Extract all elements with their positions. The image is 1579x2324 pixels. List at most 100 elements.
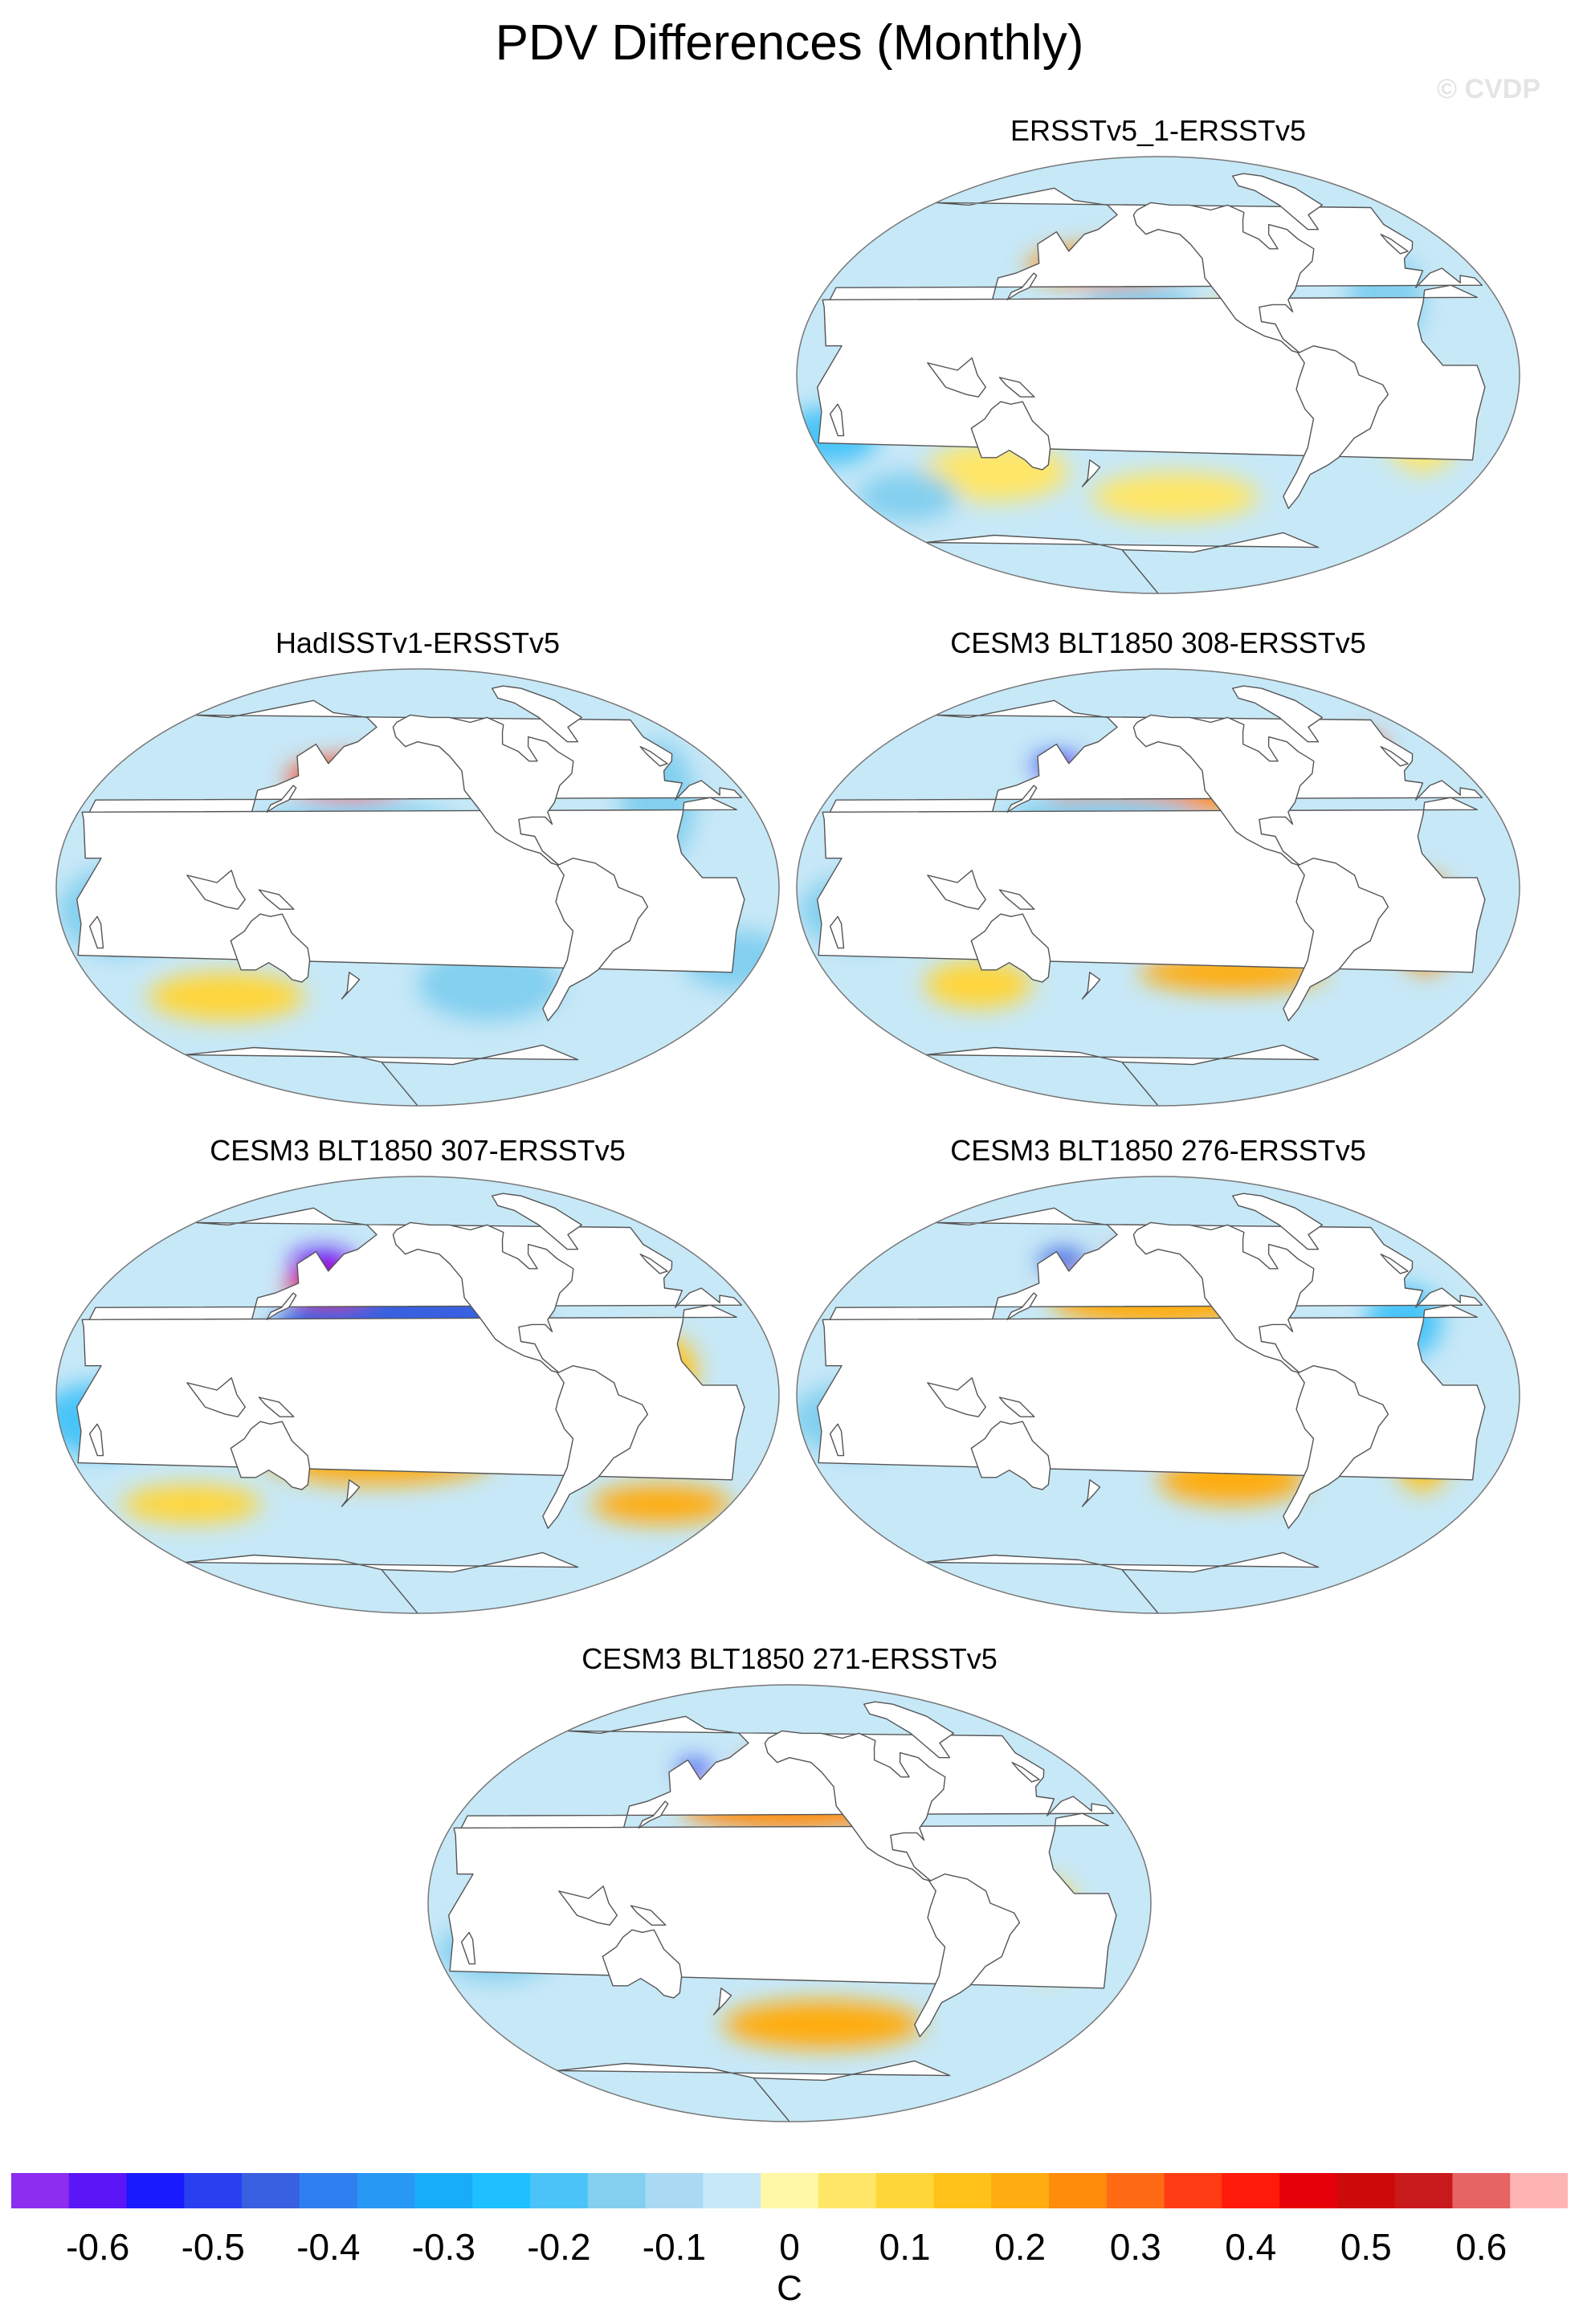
- land-south-america: [542, 858, 649, 1021]
- map-border: [55, 668, 780, 1107]
- colorbar-swatch: [1452, 2173, 1511, 2208]
- land-madagascar: [829, 915, 845, 949]
- panel-title: HadISSTv1-ERSSTv5: [275, 626, 561, 659]
- colorbar-swatch: [68, 2173, 128, 2208]
- land-north-america: [764, 1730, 946, 1882]
- land-greenland: [492, 685, 582, 743]
- panel-title: CESM3 BLT1850 307-ERSSTv5: [210, 1134, 626, 1167]
- colorbar-swatch: [1510, 2173, 1568, 2208]
- map-border: [796, 156, 1520, 594]
- cvdp-watermark: © CVDP: [1437, 74, 1540, 104]
- land-uk: [1011, 1762, 1040, 1783]
- colorbar-tick-label: -0.5: [182, 2226, 245, 2268]
- land-australia: [230, 1421, 311, 1490]
- colorbar-swatch: [472, 2173, 531, 2208]
- land-australia: [970, 1421, 1051, 1490]
- colorbar-tick-label: 0.5: [1340, 2226, 1392, 2268]
- colorbar-swatch: [299, 2173, 358, 2208]
- colorbar-swatch: [126, 2173, 185, 2208]
- world-map: [796, 156, 1520, 594]
- land-north-america: [1132, 202, 1315, 354]
- map-panel-ersstv5-1: ERSSTv5_1-ERSSTv5: [789, 114, 1528, 604]
- land-new-guinea: [998, 1396, 1035, 1417]
- land-greenland: [1232, 685, 1323, 743]
- world-map: [55, 668, 780, 1107]
- land-north-america: [1132, 714, 1315, 866]
- map-panel-cesm3-307: CESM3 BLT1850 307-ERSSTv5: [48, 1134, 787, 1624]
- land-new-zealand: [1081, 1479, 1101, 1507]
- land-new-zealand: [1081, 459, 1101, 487]
- panel-title: ERSSTv5_1-ERSSTv5: [1010, 114, 1307, 147]
- colorbar-swatch: [11, 2173, 70, 2208]
- land-greenland: [492, 1193, 582, 1250]
- world-map: [796, 1176, 1520, 1614]
- land-indonesia: [927, 870, 986, 910]
- land-indonesia: [927, 1377, 986, 1417]
- land-africa: [817, 1304, 1486, 1481]
- land-new-zealand: [712, 1988, 732, 2016]
- map-border: [796, 668, 1520, 1107]
- land-antarctica: [185, 1551, 579, 1613]
- colorbar-tick-label: 0.4: [1225, 2226, 1276, 2268]
- sst-anomaly-region: [857, 471, 958, 521]
- land-antarctica: [557, 2060, 951, 2122]
- land-new-guinea: [630, 1905, 667, 1926]
- colorbar-swatch: [991, 2173, 1050, 2208]
- colorbar-tick-label: 0.2: [994, 2226, 1046, 2268]
- map-border: [796, 1176, 1520, 1614]
- land-africa: [76, 797, 745, 973]
- land-north-america: [392, 1221, 574, 1374]
- colorbar-swatch: [1106, 2173, 1165, 2208]
- sst-anomaly-region: [722, 2000, 924, 2049]
- land-australia: [602, 1929, 683, 1999]
- figure-title: PDV Differences (Monthly): [495, 15, 1084, 71]
- colorbar-swatch: [587, 2173, 647, 2208]
- colorbar-swatch: [933, 2173, 992, 2208]
- colorbar-swatch: [703, 2173, 761, 2208]
- colorbar-tick-label: 0.6: [1455, 2226, 1507, 2268]
- land-indonesia: [927, 357, 986, 398]
- land-indonesia: [558, 1886, 618, 1926]
- land-new-zealand: [341, 972, 361, 1000]
- colorbar-swatch: [1049, 2173, 1108, 2208]
- land-south-america: [1283, 345, 1389, 509]
- land-madagascar: [88, 915, 104, 949]
- land-uk: [639, 1254, 668, 1274]
- land-madagascar: [829, 1423, 845, 1457]
- colorbar-swatch: [1336, 2173, 1396, 2208]
- land-antarctica: [925, 1551, 1320, 1613]
- sst-anomaly-region: [591, 1484, 731, 1524]
- map-panel-cesm3-271: CESM3 BLT1850 271-ERSSTv5: [420, 1642, 1159, 2132]
- panel-title: CESM3 BLT1850 271-ERSSTv5: [581, 1642, 998, 1675]
- land-greenland: [863, 1701, 954, 1759]
- land-africa: [817, 797, 1486, 973]
- land-greenland: [1232, 173, 1323, 230]
- panel-title: CESM3 BLT1850 308-ERSSTv5: [950, 626, 1366, 659]
- land-japan: [638, 1800, 669, 1829]
- sst-anomaly-region: [148, 972, 305, 1021]
- land-japan: [1006, 785, 1038, 813]
- colorbar-swatch: [414, 2173, 473, 2208]
- map-border: [55, 1176, 780, 1614]
- land-new-zealand: [341, 1479, 361, 1507]
- colorbar-tick-label: -0.2: [527, 2226, 590, 2268]
- land-japan: [266, 1292, 297, 1320]
- land-new-guinea: [998, 889, 1035, 910]
- map-panel-cesm3-276: CESM3 BLT1850 276-ERSSTv5: [789, 1134, 1528, 1624]
- colorbar-tick-label: -0.4: [296, 2226, 360, 2268]
- colorbar-swatch: [1222, 2173, 1280, 2208]
- land-australia: [970, 401, 1051, 471]
- land-new-guinea: [258, 889, 295, 910]
- colorbar-swatch: [357, 2173, 416, 2208]
- colorbar-tick-label: -0.3: [412, 2226, 475, 2268]
- land-greenland: [1232, 1193, 1323, 1250]
- land-south-america: [542, 1365, 649, 1529]
- colorbar-swatch: [1164, 2173, 1222, 2208]
- colorbar-swatch: [645, 2173, 704, 2208]
- land-japan: [266, 785, 297, 813]
- world-map: [55, 1176, 780, 1614]
- land-antarctica: [185, 1044, 579, 1106]
- map-panel-hadisst: HadISSTv1-ERSSTv5: [48, 626, 787, 1116]
- land-africa: [817, 284, 1486, 461]
- colorbar-swatch: [242, 2173, 300, 2208]
